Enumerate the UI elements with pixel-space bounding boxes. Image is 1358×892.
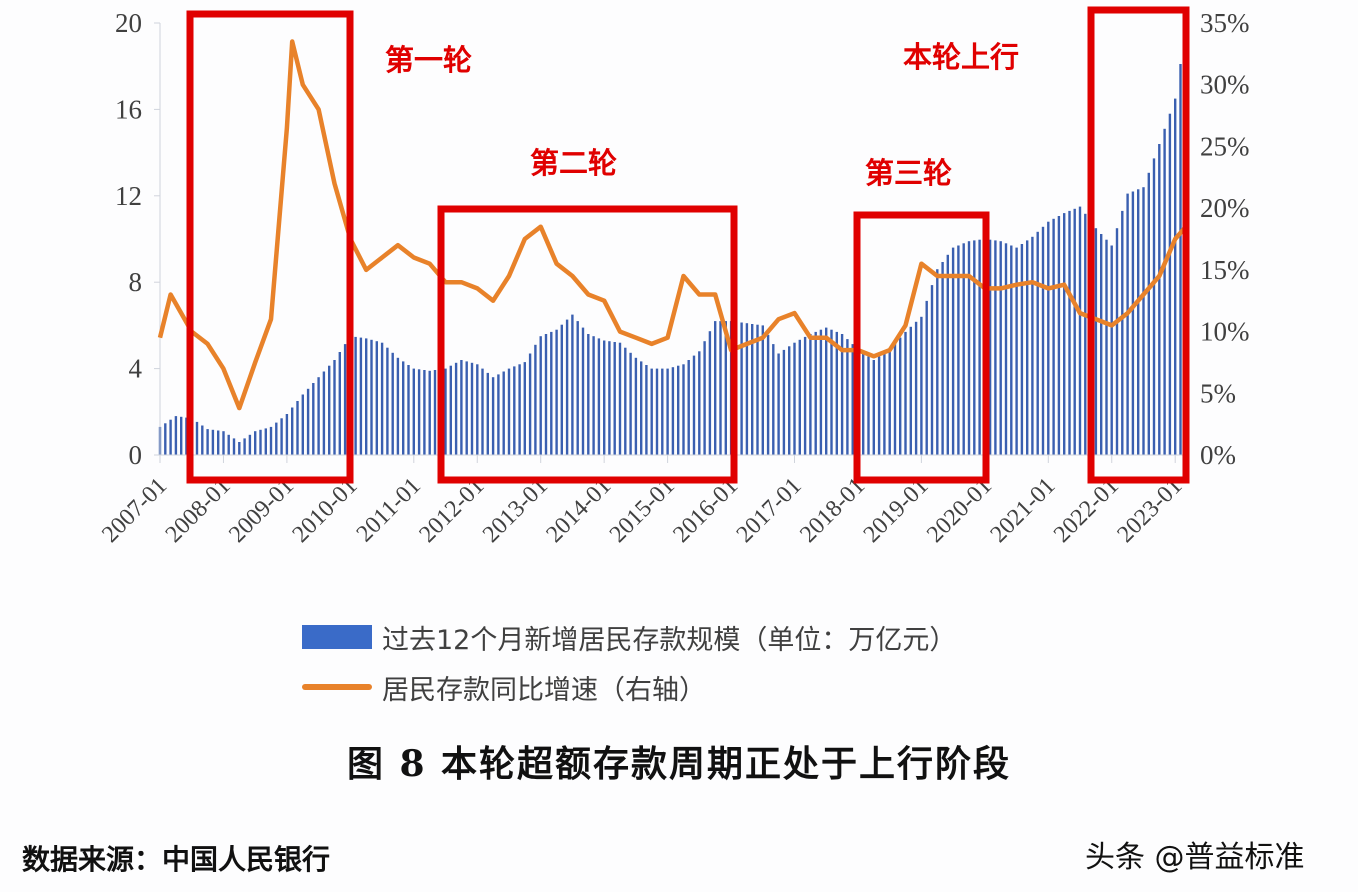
legend-item-bar: 过去12个月新增居民存款规模（单位：万亿元）	[302, 612, 956, 662]
svg-text:2023-01: 2023-01	[1112, 473, 1187, 548]
svg-text:2008-01: 2008-01	[161, 473, 236, 548]
svg-text:2011-01: 2011-01	[352, 473, 426, 547]
svg-text:2022-01: 2022-01	[1049, 473, 1124, 548]
svg-text:15%: 15%	[1200, 255, 1250, 285]
svg-text:35%: 35%	[1200, 8, 1250, 38]
data-source: 数据来源：中国人民银行	[22, 843, 331, 876]
line-swatch-icon	[302, 684, 372, 690]
svg-text:0: 0	[129, 440, 143, 470]
svg-text:2012-01: 2012-01	[415, 473, 490, 548]
legend-line-label: 居民存款同比增速（右轴）	[382, 674, 706, 706]
bar-swatch-icon	[302, 625, 372, 649]
svg-text:12: 12	[115, 181, 142, 211]
legend: 过去12个月新增居民存款规模（单位：万亿元） 居民存款同比增速（右轴）	[302, 612, 956, 712]
svg-text:2018-01: 2018-01	[795, 473, 870, 548]
svg-text:25%: 25%	[1200, 131, 1250, 161]
svg-text:30%: 30%	[1200, 70, 1250, 100]
svg-text:2015-01: 2015-01	[605, 473, 680, 548]
svg-text:2021-01: 2021-01	[986, 473, 1061, 548]
svg-text:2009-01: 2009-01	[224, 473, 299, 548]
svg-text:8: 8	[129, 267, 143, 297]
svg-text:本轮上行: 本轮上行	[903, 40, 1019, 74]
svg-text:20: 20	[115, 8, 142, 38]
svg-text:第三轮: 第三轮	[865, 156, 952, 190]
svg-text:2013-01: 2013-01	[478, 473, 553, 548]
line-series	[157, 39, 1188, 411]
figure-caption: 图 8 本轮超额存款周期正处于上行阶段	[346, 743, 1012, 785]
svg-text:16: 16	[115, 94, 142, 124]
svg-text:2010-01: 2010-01	[288, 473, 363, 548]
svg-text:第一轮: 第一轮	[385, 43, 472, 77]
bar-series	[158, 29, 1187, 456]
svg-text:20%: 20%	[1200, 193, 1250, 223]
svg-text:2007-01: 2007-01	[97, 473, 172, 548]
legend-bar-label: 过去12个月新增居民存款规模（单位：万亿元）	[382, 624, 957, 656]
svg-text:5%: 5%	[1200, 378, 1236, 408]
legend-item-line: 居民存款同比增速（右轴）	[302, 662, 956, 712]
svg-text:2017-01: 2017-01	[732, 473, 807, 548]
chart-canvas: 0481216200%5%10%15%20%25%30%35%2007-0120…	[97, 6, 1250, 548]
svg-text:10%: 10%	[1200, 317, 1250, 347]
svg-text:第二轮: 第二轮	[530, 146, 617, 180]
svg-text:2019-01: 2019-01	[859, 473, 934, 548]
svg-text:4: 4	[129, 354, 143, 384]
svg-text:2016-01: 2016-01	[668, 473, 743, 548]
watermark: 头条 @普益标准	[1085, 840, 1305, 875]
svg-text:2014-01: 2014-01	[541, 473, 616, 548]
axes: 0481216200%5%10%15%20%25%30%35%2007-0120…	[97, 8, 1249, 548]
svg-text:0%: 0%	[1200, 440, 1236, 470]
svg-text:2020-01: 2020-01	[922, 473, 997, 548]
